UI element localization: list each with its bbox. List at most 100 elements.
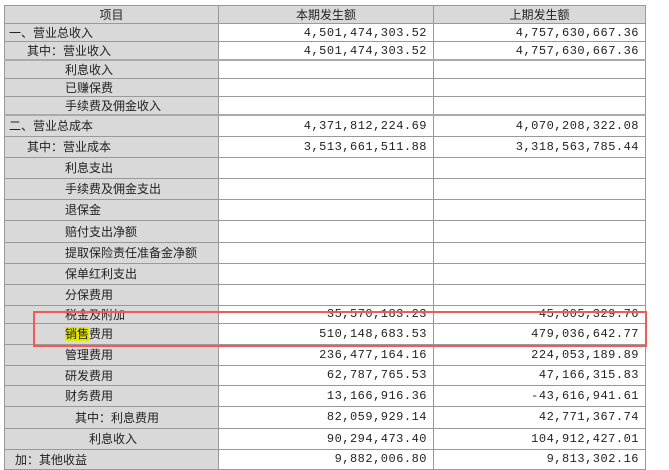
previous-period-value: 47,166,315.83: [433, 364, 646, 386]
current-period-value: [218, 96, 434, 116]
header-current-period: 本期发生额: [218, 5, 434, 24]
table-row: 管理费用 236,477,164.16 224,053,189.89: [4, 343, 646, 366]
row-label: 赔付支出净额: [4, 219, 219, 243]
label-text: 二、营业总成本: [9, 119, 94, 134]
previous-period-value: [433, 96, 646, 116]
row-label: 利息支出: [4, 156, 219, 179]
label-text: 财务费用: [65, 389, 114, 403]
current-period-value: 62,787,765.53: [218, 364, 434, 386]
current-period-value: [218, 59, 434, 79]
table-row: 其中：利息费用 82,059,929.14 42,771,367.74: [4, 405, 646, 429]
previous-period-value: [433, 59, 646, 79]
current-period-value: 236,477,164.16: [218, 343, 434, 366]
row-label: 财务费用: [4, 384, 219, 407]
current-period-value: 3,513,661,511.88: [218, 135, 434, 158]
row-label: 手续费及佣金收入: [4, 96, 219, 116]
highlighted-text: 销售: [65, 327, 90, 341]
table-row: 销售费用 510,148,683.53 479,036,642.77: [4, 322, 646, 345]
label-text: 费用: [89, 327, 114, 341]
current-period-value: 82,059,929.14: [218, 405, 434, 429]
current-period-value: [218, 241, 434, 264]
label-text: 一、营业总收入: [9, 26, 94, 40]
previous-period-value: 45,005,329.76: [433, 304, 646, 324]
current-period-value: [218, 156, 434, 179]
label-text: 其中：利息费用: [75, 410, 160, 425]
row-label: 保单红利支出: [4, 262, 219, 285]
table-row: 退保金: [4, 198, 646, 221]
header-row: 项目 本期发生额 上期发生额: [4, 5, 646, 24]
label-text: 利息收入: [89, 432, 138, 446]
current-period-value: [218, 198, 434, 221]
row-label: 一、营业总收入: [4, 23, 219, 42]
current-period-value: 9,882,006.80: [218, 448, 434, 470]
header-item: 项目: [4, 5, 219, 24]
label-text: 研发费用: [65, 368, 114, 383]
row-label: 已赚保费: [4, 78, 219, 97]
current-period-value: [218, 78, 434, 97]
previous-period-value: 104,912,427.01: [433, 427, 646, 450]
previous-period-value: 4,757,630,667.36: [433, 41, 646, 61]
previous-period-value: 479,036,642.77: [433, 322, 646, 345]
current-period-value: 4,501,474,303.52: [218, 23, 434, 42]
income-statement-table: 项目 本期发生额 上期发生额 一、营业总收入 4,501,474,303.52 4,…: [4, 5, 646, 470]
row-label: 其中：营业收入: [4, 41, 219, 61]
row-label: 二、营业总成本: [4, 114, 219, 137]
row-label: 利息收入: [4, 59, 219, 79]
label-text: 保单红利支出: [65, 267, 138, 281]
label-text: 手续费及佣金支出: [65, 182, 162, 196]
current-period-value: 4,371,812,224.69: [218, 114, 434, 137]
label-text: 手续费及佣金收入: [65, 99, 162, 113]
label-text: 退保金: [65, 203, 102, 217]
table-row: 分保费用: [4, 283, 646, 306]
current-period-value: [218, 283, 434, 306]
label-text: 管理费用: [65, 348, 114, 362]
previous-period-value: 42,771,367.74: [433, 405, 646, 429]
current-period-value: [218, 177, 434, 200]
table-row: 其中：营业收入 4,501,474,303.52 4,757,630,667.36: [4, 41, 646, 61]
table-row: 财务费用 13,166,916.36 -43,616,941.61: [4, 384, 646, 407]
current-period-value: 35,570,183.23: [218, 304, 434, 324]
current-period-value: 13,166,916.36: [218, 384, 434, 407]
table-row: 提取保险责任准备金净额: [4, 241, 646, 264]
row-label: 退保金: [4, 198, 219, 221]
header-previous-period: 上期发生额: [433, 5, 646, 24]
row-label: 其中：利息费用: [4, 405, 219, 429]
previous-period-value: [433, 283, 646, 306]
current-period-value: 4,501,474,303.52: [218, 41, 434, 61]
row-label: 加：其他收益: [4, 448, 219, 470]
label-text: 加：其他收益: [15, 452, 88, 467]
row-label: 管理费用: [4, 343, 219, 366]
table-row: 税金及附加 35,570,183.23 45,005,329.76: [4, 304, 646, 324]
previous-period-value: 3,318,563,785.44: [433, 135, 646, 158]
previous-period-value: [433, 177, 646, 200]
row-label: 其中：营业成本: [4, 135, 219, 158]
table-row: 利息支出: [4, 156, 646, 179]
table-row: 保单红利支出: [4, 262, 646, 285]
previous-period-value: [433, 78, 646, 97]
current-period-value: [218, 262, 434, 285]
previous-period-value: [433, 219, 646, 243]
current-period-value: 510,148,683.53: [218, 322, 434, 345]
previous-period-value: [433, 198, 646, 221]
table-row: 一、营业总收入 4,501,474,303.52 4,757,630,667.36: [4, 23, 646, 42]
table-row: 手续费及佣金收入: [4, 96, 646, 116]
label-text: 已赚保费: [65, 81, 114, 95]
previous-period-value: 9,813,302.16: [433, 448, 646, 470]
label-text: 提取保险责任准备金净额: [65, 246, 198, 260]
table-row: 二、营业总成本 4,371,812,224.69 4,070,208,322.08: [4, 114, 646, 137]
label-text: 其中：营业成本: [27, 140, 112, 154]
previous-period-value: [433, 156, 646, 179]
previous-period-value: [433, 262, 646, 285]
table-row: 赔付支出净额: [4, 219, 646, 243]
row-label: 研发费用: [4, 364, 219, 386]
table-row: 利息收入 90,294,473.40 104,912,427.01: [4, 427, 646, 450]
table-row: 研发费用 62,787,765.53 47,166,315.83: [4, 364, 646, 386]
previous-period-value: -43,616,941.61: [433, 384, 646, 407]
row-label: 利息收入: [4, 427, 219, 450]
table-row: 已赚保费: [4, 78, 646, 97]
previous-period-value: 224,053,189.89: [433, 343, 646, 366]
label-text: 赔付支出净额: [65, 224, 138, 239]
previous-period-value: 4,757,630,667.36: [433, 23, 646, 42]
table-row: 其中：营业成本 3,513,661,511.88 3,318,563,785.44: [4, 135, 646, 158]
row-label: 分保费用: [4, 283, 219, 306]
